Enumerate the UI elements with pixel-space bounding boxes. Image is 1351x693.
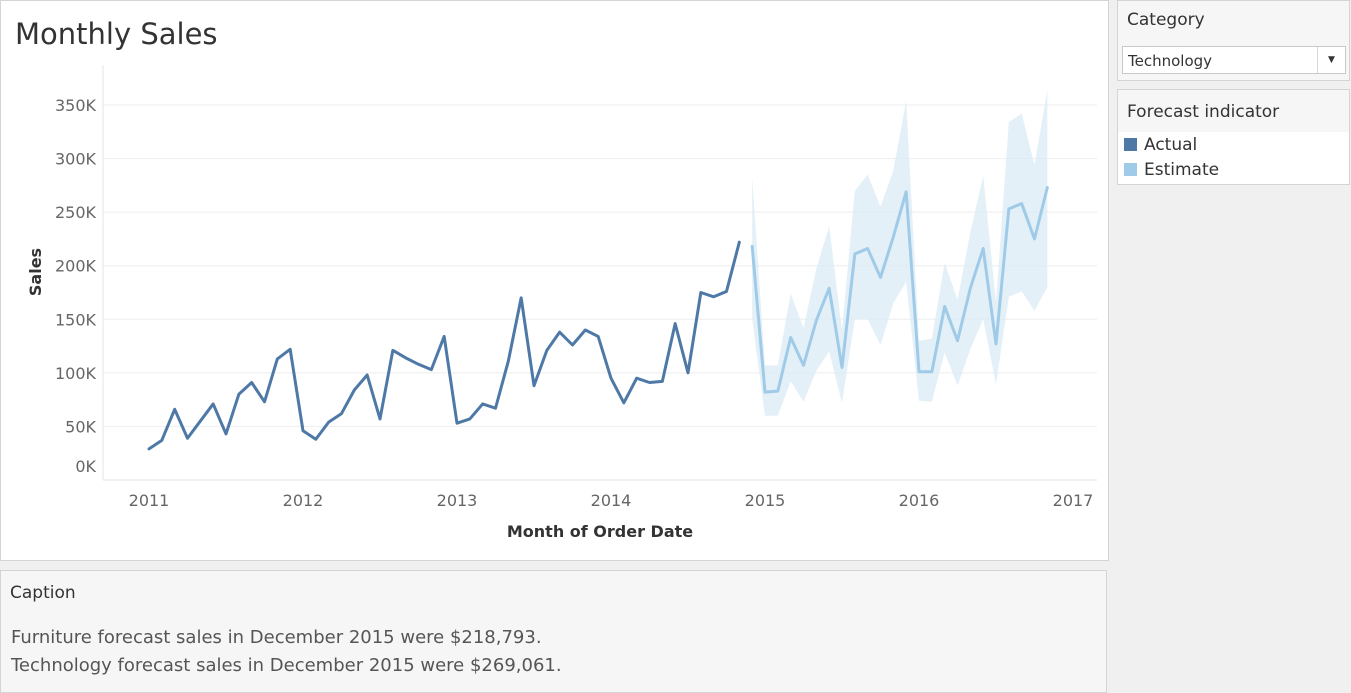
category-filter-title: Category [1118, 1, 1349, 33]
caption-title: Caption [10, 583, 76, 603]
x-tick-label: 2017 [1053, 491, 1094, 510]
y-tick-label: 0K [75, 457, 96, 476]
legend-title: Forecast indicator [1118, 90, 1349, 132]
category-filter-card: Category Technology ▼ [1117, 0, 1350, 81]
y-tick-label: 350K [55, 96, 97, 115]
estimate-confidence-band [752, 90, 1048, 416]
category-dropdown[interactable]: Technology ▼ [1122, 46, 1346, 74]
legend-label-estimate: Estimate [1144, 159, 1220, 180]
category-dropdown-value: Technology [1128, 52, 1213, 70]
y-tick-label: 100K [55, 364, 97, 383]
legend-item-estimate[interactable]: Estimate [1118, 157, 1349, 182]
chart-panel: 0K 50K 100K 150K 200K 250K 300K 350K 2011 2012 201… [0, 0, 1109, 561]
caption-line-furniture: Furniture forecast sales in December 201… [11, 627, 542, 648]
chart-title: Monthly Sales [15, 17, 218, 51]
x-tick-label: 2013 [437, 491, 478, 510]
actual-swatch [1124, 138, 1137, 151]
chevron-down-icon[interactable]: ▼ [1317, 47, 1345, 73]
y-tick-label: 50K [65, 417, 96, 436]
y-tick-label: 300K [55, 150, 97, 169]
sales-line-chart: 0K 50K 100K 150K 200K 250K 300K 350K 2011 2012 201… [26, 65, 1097, 541]
y-tick-label: 250K [55, 203, 97, 222]
x-axis-title: Month of Order Date [507, 522, 693, 541]
x-tick-label: 2011 [129, 491, 170, 510]
estimate-series-line [750, 186, 1049, 394]
y-tick-label: 200K [55, 257, 97, 276]
forecast-legend-card: Forecast indicator Actual Estimate [1117, 89, 1350, 185]
y-axis-title: Sales [26, 248, 45, 296]
estimate-swatch [1124, 163, 1137, 176]
x-tick-label: 2016 [899, 491, 940, 510]
actual-series-line [147, 240, 741, 451]
caption-panel: Caption Furniture forecast sales in Dece… [0, 570, 1107, 693]
caption-line-technology: Technology forecast sales in December 20… [11, 655, 562, 676]
y-tick-label: 150K [55, 310, 97, 329]
legend-item-actual[interactable]: Actual [1118, 132, 1349, 157]
x-tick-label: 2015 [745, 491, 786, 510]
x-tick-label: 2014 [591, 491, 632, 510]
x-tick-label: 2012 [283, 491, 324, 510]
legend-label-actual: Actual [1144, 134, 1198, 155]
